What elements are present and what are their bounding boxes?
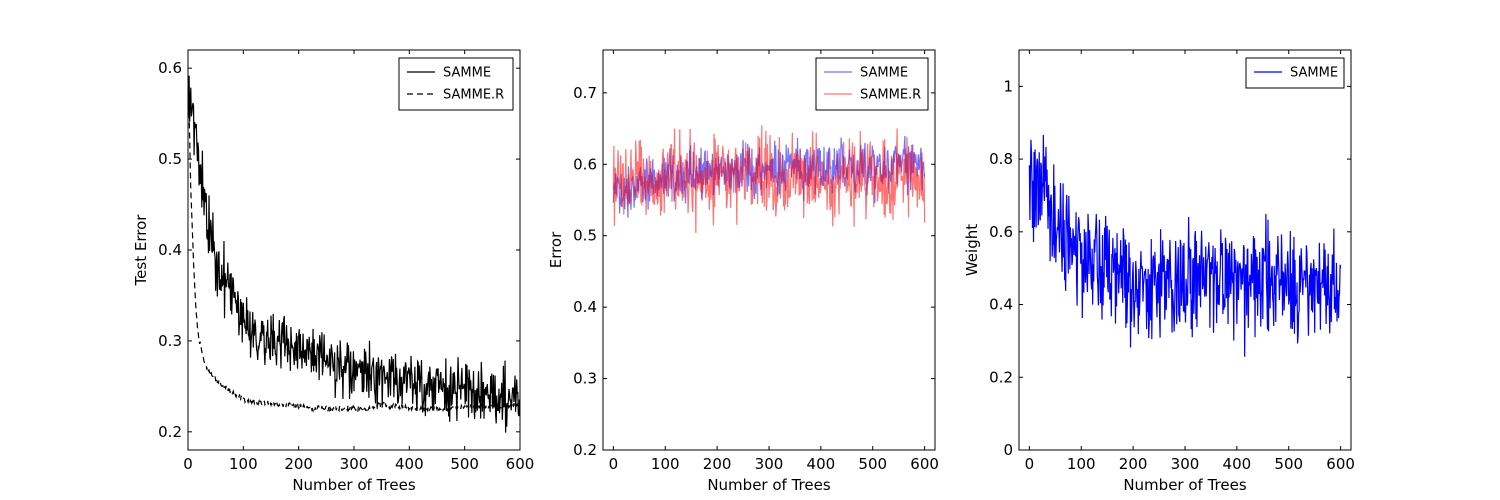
- chart-panel-3: 0 100 200 300 400 500 600 0 0.2 0.4 0.6 0.8 1 Number …: [963, 49, 1355, 494]
- y-tick-label: 0.3: [158, 332, 182, 350]
- series-line-samme-r: [188, 84, 520, 414]
- y-tick-label: 0.4: [573, 298, 597, 316]
- x-tick-label: 300: [755, 455, 784, 473]
- series-group: [188, 75, 520, 433]
- y-tick-label: 0.6: [158, 59, 182, 77]
- x-axis-label: Number of Trees: [707, 476, 831, 494]
- legend-box: [398, 57, 514, 111]
- y-tick-label: 0.5: [158, 150, 182, 168]
- x-tick-label: 0: [1025, 455, 1035, 473]
- y-tick-label: 0.4: [989, 296, 1013, 314]
- x-tick-label: 300: [1171, 455, 1200, 473]
- x-tick-label: 0: [183, 455, 193, 473]
- y-tick-label: 0.4: [158, 241, 182, 259]
- series-line-samme: [188, 75, 520, 433]
- x-tick-label: 0: [609, 455, 619, 473]
- x-tick-label: 200: [284, 455, 313, 473]
- y-tick-label: 0.8: [989, 150, 1013, 168]
- x-tick-label: 400: [395, 455, 424, 473]
- x-tick-label: 100: [651, 455, 680, 473]
- x-tick-label: 200: [1119, 455, 1148, 473]
- series-group: [612, 125, 926, 233]
- x-tick-label: 200: [703, 455, 732, 473]
- y-tick-label: 1: [1003, 77, 1013, 95]
- chart-panel-1: 0 100 200 300 400 500 600 0.2 0.3 0.4 0.5 0.6 Number…: [132, 49, 535, 494]
- y-axis-label: Weight: [963, 224, 981, 276]
- y-tick-label: 0: [1003, 441, 1013, 459]
- series-line-samme: [1028, 134, 1342, 357]
- series-line-samme-r: [612, 125, 926, 233]
- x-tick-label: 600: [1326, 455, 1355, 473]
- legend-box: [1245, 57, 1345, 89]
- legend-label: SAMME: [1290, 66, 1338, 81]
- x-tick-label: 500: [450, 455, 479, 473]
- x-tick-label: 500: [858, 455, 887, 473]
- y-tick-label: 0.2: [158, 423, 182, 441]
- y-axis-label: Test Error: [132, 214, 150, 287]
- x-tick-label: 500: [1274, 455, 1303, 473]
- x-tick-label: 400: [1223, 455, 1252, 473]
- x-axis-label: Number of Trees: [292, 476, 416, 494]
- legend-label: SAMME.R: [860, 88, 921, 103]
- legend-label: SAMME: [860, 66, 908, 81]
- y-tick-label: 0.2: [573, 441, 597, 459]
- legend-label: SAMME: [443, 66, 491, 81]
- y-axis-label: Error: [547, 231, 565, 268]
- legend: SAMME: [1245, 57, 1345, 89]
- legend: SAMME SAMME.R: [398, 57, 514, 111]
- x-tick-label: 100: [1067, 455, 1096, 473]
- legend-box: [815, 57, 929, 111]
- x-tick-label: 400: [807, 455, 836, 473]
- y-tick-label: 0.7: [573, 84, 597, 102]
- y-tick-label: 0.5: [573, 227, 597, 245]
- x-tick-label: 100: [229, 455, 258, 473]
- chart-panel-2: 0 100 200 300 400 500 600 0.2 0.3 0.4 0.5 0.6 0.7 Num…: [547, 49, 939, 494]
- x-tick-label: 300: [340, 455, 369, 473]
- legend: SAMME SAMME.R: [815, 57, 929, 111]
- series-group: [1028, 134, 1342, 357]
- y-tick-label: 0.3: [573, 370, 597, 388]
- y-tick-label: 0.2: [989, 368, 1013, 386]
- x-tick-label: 600: [506, 455, 535, 473]
- y-tick-label: 0.6: [573, 155, 597, 173]
- legend-label: SAMME.R: [443, 88, 504, 103]
- x-axis-label: Number of Trees: [1123, 476, 1247, 494]
- y-tick-label: 0.6: [989, 223, 1013, 241]
- x-tick-label: 600: [910, 455, 939, 473]
